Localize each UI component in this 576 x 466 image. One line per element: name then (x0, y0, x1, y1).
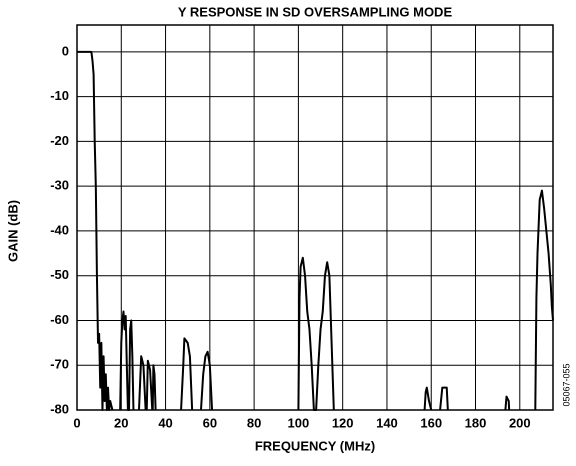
chart-title: Y RESPONSE IN SD OVERSAMPLING MODE (178, 4, 453, 19)
y-tick-label: -20 (50, 133, 69, 148)
x-axis-label: FREQUENCY (MHz) (255, 438, 375, 453)
x-tick-label: 180 (465, 415, 487, 430)
x-tick-label: 140 (376, 415, 398, 430)
plot-frame (76, 24, 554, 411)
x-tick-label: 160 (420, 415, 442, 430)
y-tick-label: -30 (50, 178, 69, 193)
x-tick-label: 40 (158, 415, 172, 430)
y-tick-label: 0 (62, 43, 69, 58)
x-tick-label: 60 (203, 415, 217, 430)
y-tick-label: -80 (50, 401, 69, 416)
figure-code: 05067-055 (561, 363, 571, 406)
x-tick-label: 80 (247, 415, 261, 430)
y-tick-label: -40 (50, 222, 69, 237)
y-tick-label: -60 (50, 312, 69, 327)
y-tick-label: -70 (50, 357, 69, 372)
x-tick-label: 120 (332, 415, 354, 430)
y-axis-label: GAIN (dB) (5, 200, 20, 262)
y-tick-label: -10 (50, 88, 69, 103)
x-tick-label: 20 (114, 415, 128, 430)
data-line (77, 50, 554, 411)
x-tick-label: 0 (73, 415, 80, 430)
x-tick-label: 200 (509, 415, 531, 430)
x-tick-label: 100 (288, 415, 310, 430)
y-tick-label: -50 (50, 267, 69, 282)
